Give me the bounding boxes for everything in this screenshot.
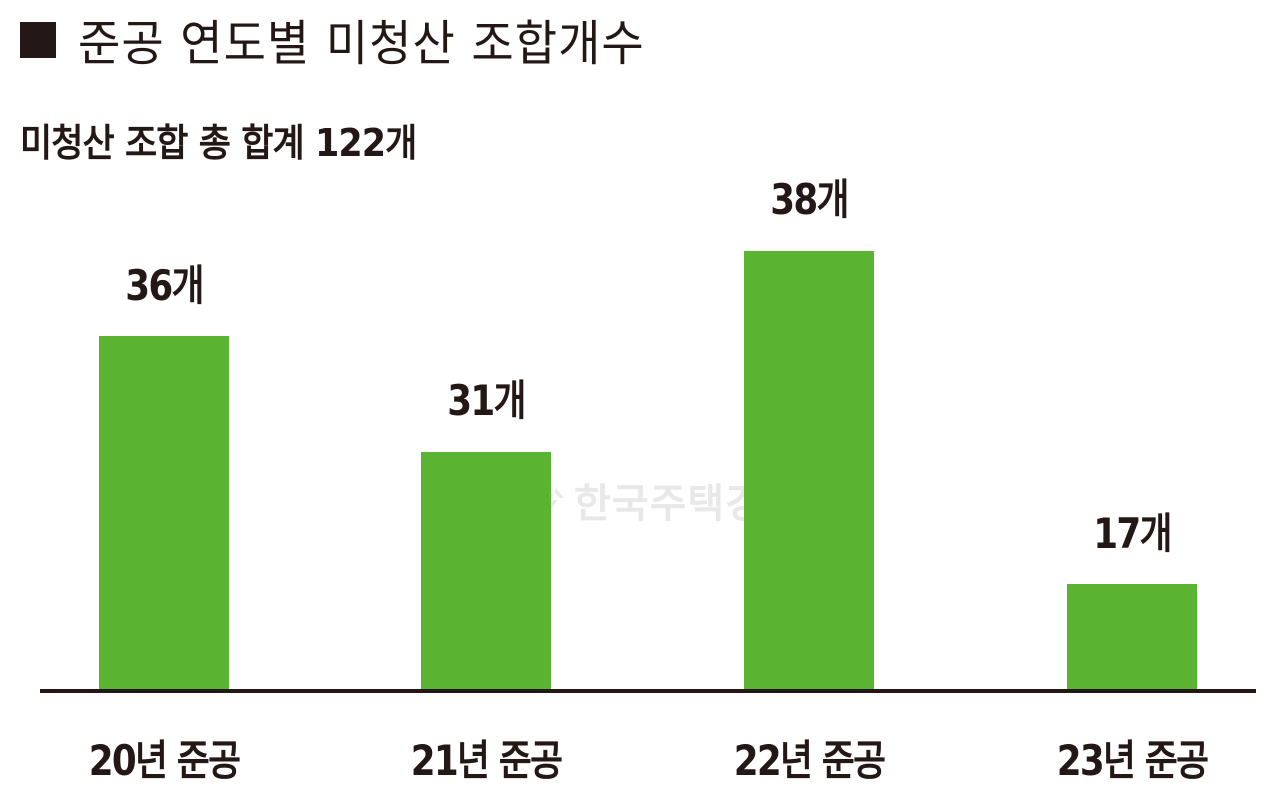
- bar-value-label: 17개: [1093, 509, 1172, 558]
- bar-22: [744, 251, 874, 689]
- bar-23: [1067, 584, 1197, 689]
- x-axis-label: 23년 준공: [1056, 736, 1209, 785]
- bar-value-label: 38개: [770, 175, 849, 224]
- x-axis-label: 20년 준공: [88, 736, 241, 785]
- x-axis-label: 22년 준공: [733, 736, 886, 785]
- x-axis-label: 21년 준공: [410, 736, 563, 785]
- x-axis-baseline: [40, 689, 1256, 693]
- bar-20: [99, 336, 229, 689]
- bar-value-label: 31개: [447, 376, 526, 425]
- chart-title-row: 준공 연도별 미청산 조합개수: [20, 8, 645, 72]
- bar-value-label: 36개: [125, 261, 204, 310]
- bar-21: [421, 452, 551, 689]
- chart-subtitle-total: 미청산 조합 총 합계 122개: [20, 121, 417, 165]
- chart-title: 준공 연도별 미청산 조합개수: [78, 14, 645, 72]
- title-square-bullet-icon: [20, 22, 56, 58]
